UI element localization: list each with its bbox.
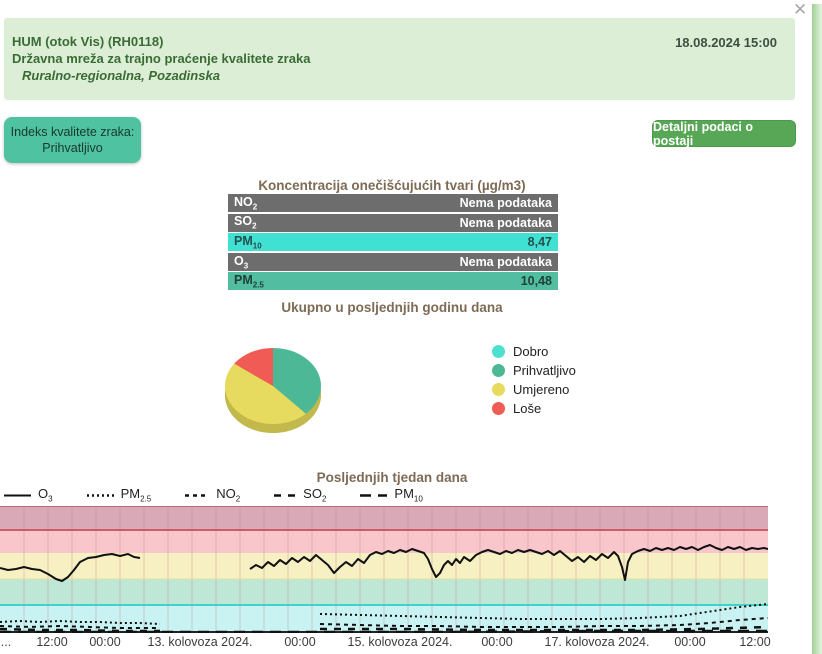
weekly-chart-legend: O3 PM2.5 NO2 SO2 PM10	[4, 486, 457, 504]
station-details-button-label: Detaljni podaci o postaji	[653, 119, 754, 148]
station-name: HUM (otok Vis) (RH0118)	[12, 34, 164, 49]
x-axis-label: 00:00	[89, 635, 121, 649]
legend-item-o3: O3	[4, 486, 53, 504]
pie-legend: Dobro Prihvatljivo Umjereno Loše	[492, 342, 576, 418]
station-details-button[interactable]: Detaljni podaci o postaji	[652, 119, 796, 148]
legend-item-prihvatljivo: Prihvatljivo	[492, 361, 576, 380]
legend-item-lose: Loše	[492, 399, 576, 418]
table-row: SO2 Nema podataka	[228, 213, 558, 232]
dashed-line-icon	[185, 492, 210, 499]
legend-label: Umjereno	[513, 382, 570, 397]
pollutant-name: PM10	[234, 233, 262, 251]
solid-line-icon	[4, 492, 31, 499]
legend-item-pm10: PM10	[360, 486, 423, 504]
weekly-chart-title: Posljednjih tjedan dana	[316, 470, 468, 485]
legend-label: Loše	[513, 401, 542, 416]
long-dash-line-icon	[360, 492, 388, 499]
pollutant-name: SO2	[234, 214, 257, 231]
close-icon[interactable]: ✕	[793, 0, 808, 19]
pollutant-name: PM2.5	[234, 273, 264, 290]
pollutant-value: 8,47	[527, 235, 552, 250]
x-axis-label: 00:00	[674, 635, 706, 649]
table-row: PM2.5 10,48	[228, 272, 558, 291]
yearly-pie-chart	[222, 344, 326, 442]
weekly-chart-svg	[0, 507, 769, 634]
x-axis-label: 15. kolovoza 2024.	[347, 635, 453, 649]
legend-item-so2: SO2	[274, 486, 326, 504]
x-axis: ... 12:00 00:00 13. kolovoza 2024. 00:00 15. …	[0, 635, 771, 652]
station-type: Ruralno-regionalna, Pozadinska	[22, 68, 220, 83]
legend-item-dobro: Dobro	[492, 342, 576, 361]
aqi-badge-label: Indeks kvalitete zraka:	[10, 125, 135, 139]
network-name: Državna mreža za trajno praćenje kvalite…	[12, 51, 311, 66]
pollutant-name: NO2	[234, 194, 258, 212]
aqi-badge: Indeks kvalitete zraka: Prihvatljivo	[4, 117, 141, 163]
aqi-badge-value: Prihvatljivo	[42, 141, 103, 155]
pollutant-name: O3	[234, 253, 249, 271]
pollutants-table-title: Koncentracija onečišćujućih tvari (µg/m3…	[258, 178, 526, 193]
x-axis-label: 17. kolovoza 2024.	[544, 635, 650, 649]
pollutant-value: Nema podataka	[459, 254, 552, 269]
page-edge-strip	[812, 4, 822, 654]
table-row: O3 Nema podataka	[228, 252, 558, 271]
weekly-time-series-chart	[0, 506, 769, 634]
station-header: HUM (otok Vis) (RH0118) Državna mreža za…	[4, 18, 795, 100]
legend-swatch	[492, 383, 505, 396]
legend-label: Prihvatljivo	[513, 363, 576, 378]
pollutant-value: 10,48	[520, 274, 552, 289]
legend-item-umjereno: Umjereno	[492, 380, 576, 399]
x-axis-label: 12:00	[36, 635, 68, 649]
x-axis-label: 00:00	[284, 635, 316, 649]
legend-label: Dobro	[513, 344, 549, 359]
table-row: PM10 8,47	[228, 233, 558, 252]
pollutant-value: Nema podataka	[459, 196, 552, 210]
legend-swatch	[492, 345, 505, 358]
legend-item-no2: NO2	[185, 486, 240, 504]
legend-swatch	[492, 402, 505, 415]
legend-item-pm25: PM2.5	[86, 486, 151, 504]
dotted-line-icon	[86, 492, 114, 499]
pie-chart-svg	[224, 348, 321, 433]
yearly-chart-title: Ukupno u posljednjih godinu dana	[281, 300, 503, 315]
legend-swatch	[492, 364, 505, 377]
x-axis-label: 13. kolovoza 2024.	[147, 635, 253, 649]
x-axis-label: 00:00	[481, 635, 513, 649]
pollutant-value: Nema podataka	[459, 215, 552, 230]
table-row: NO2 Nema podataka	[228, 194, 558, 212]
pollutants-table: NO2 Nema podataka SO2 Nema podataka PM10…	[228, 194, 558, 292]
x-axis-label: 12:00	[739, 635, 771, 649]
timestamp: 18.08.2024 15:00	[675, 35, 777, 50]
x-axis-label: ...	[0, 635, 12, 649]
dashed-line-icon	[274, 492, 297, 499]
